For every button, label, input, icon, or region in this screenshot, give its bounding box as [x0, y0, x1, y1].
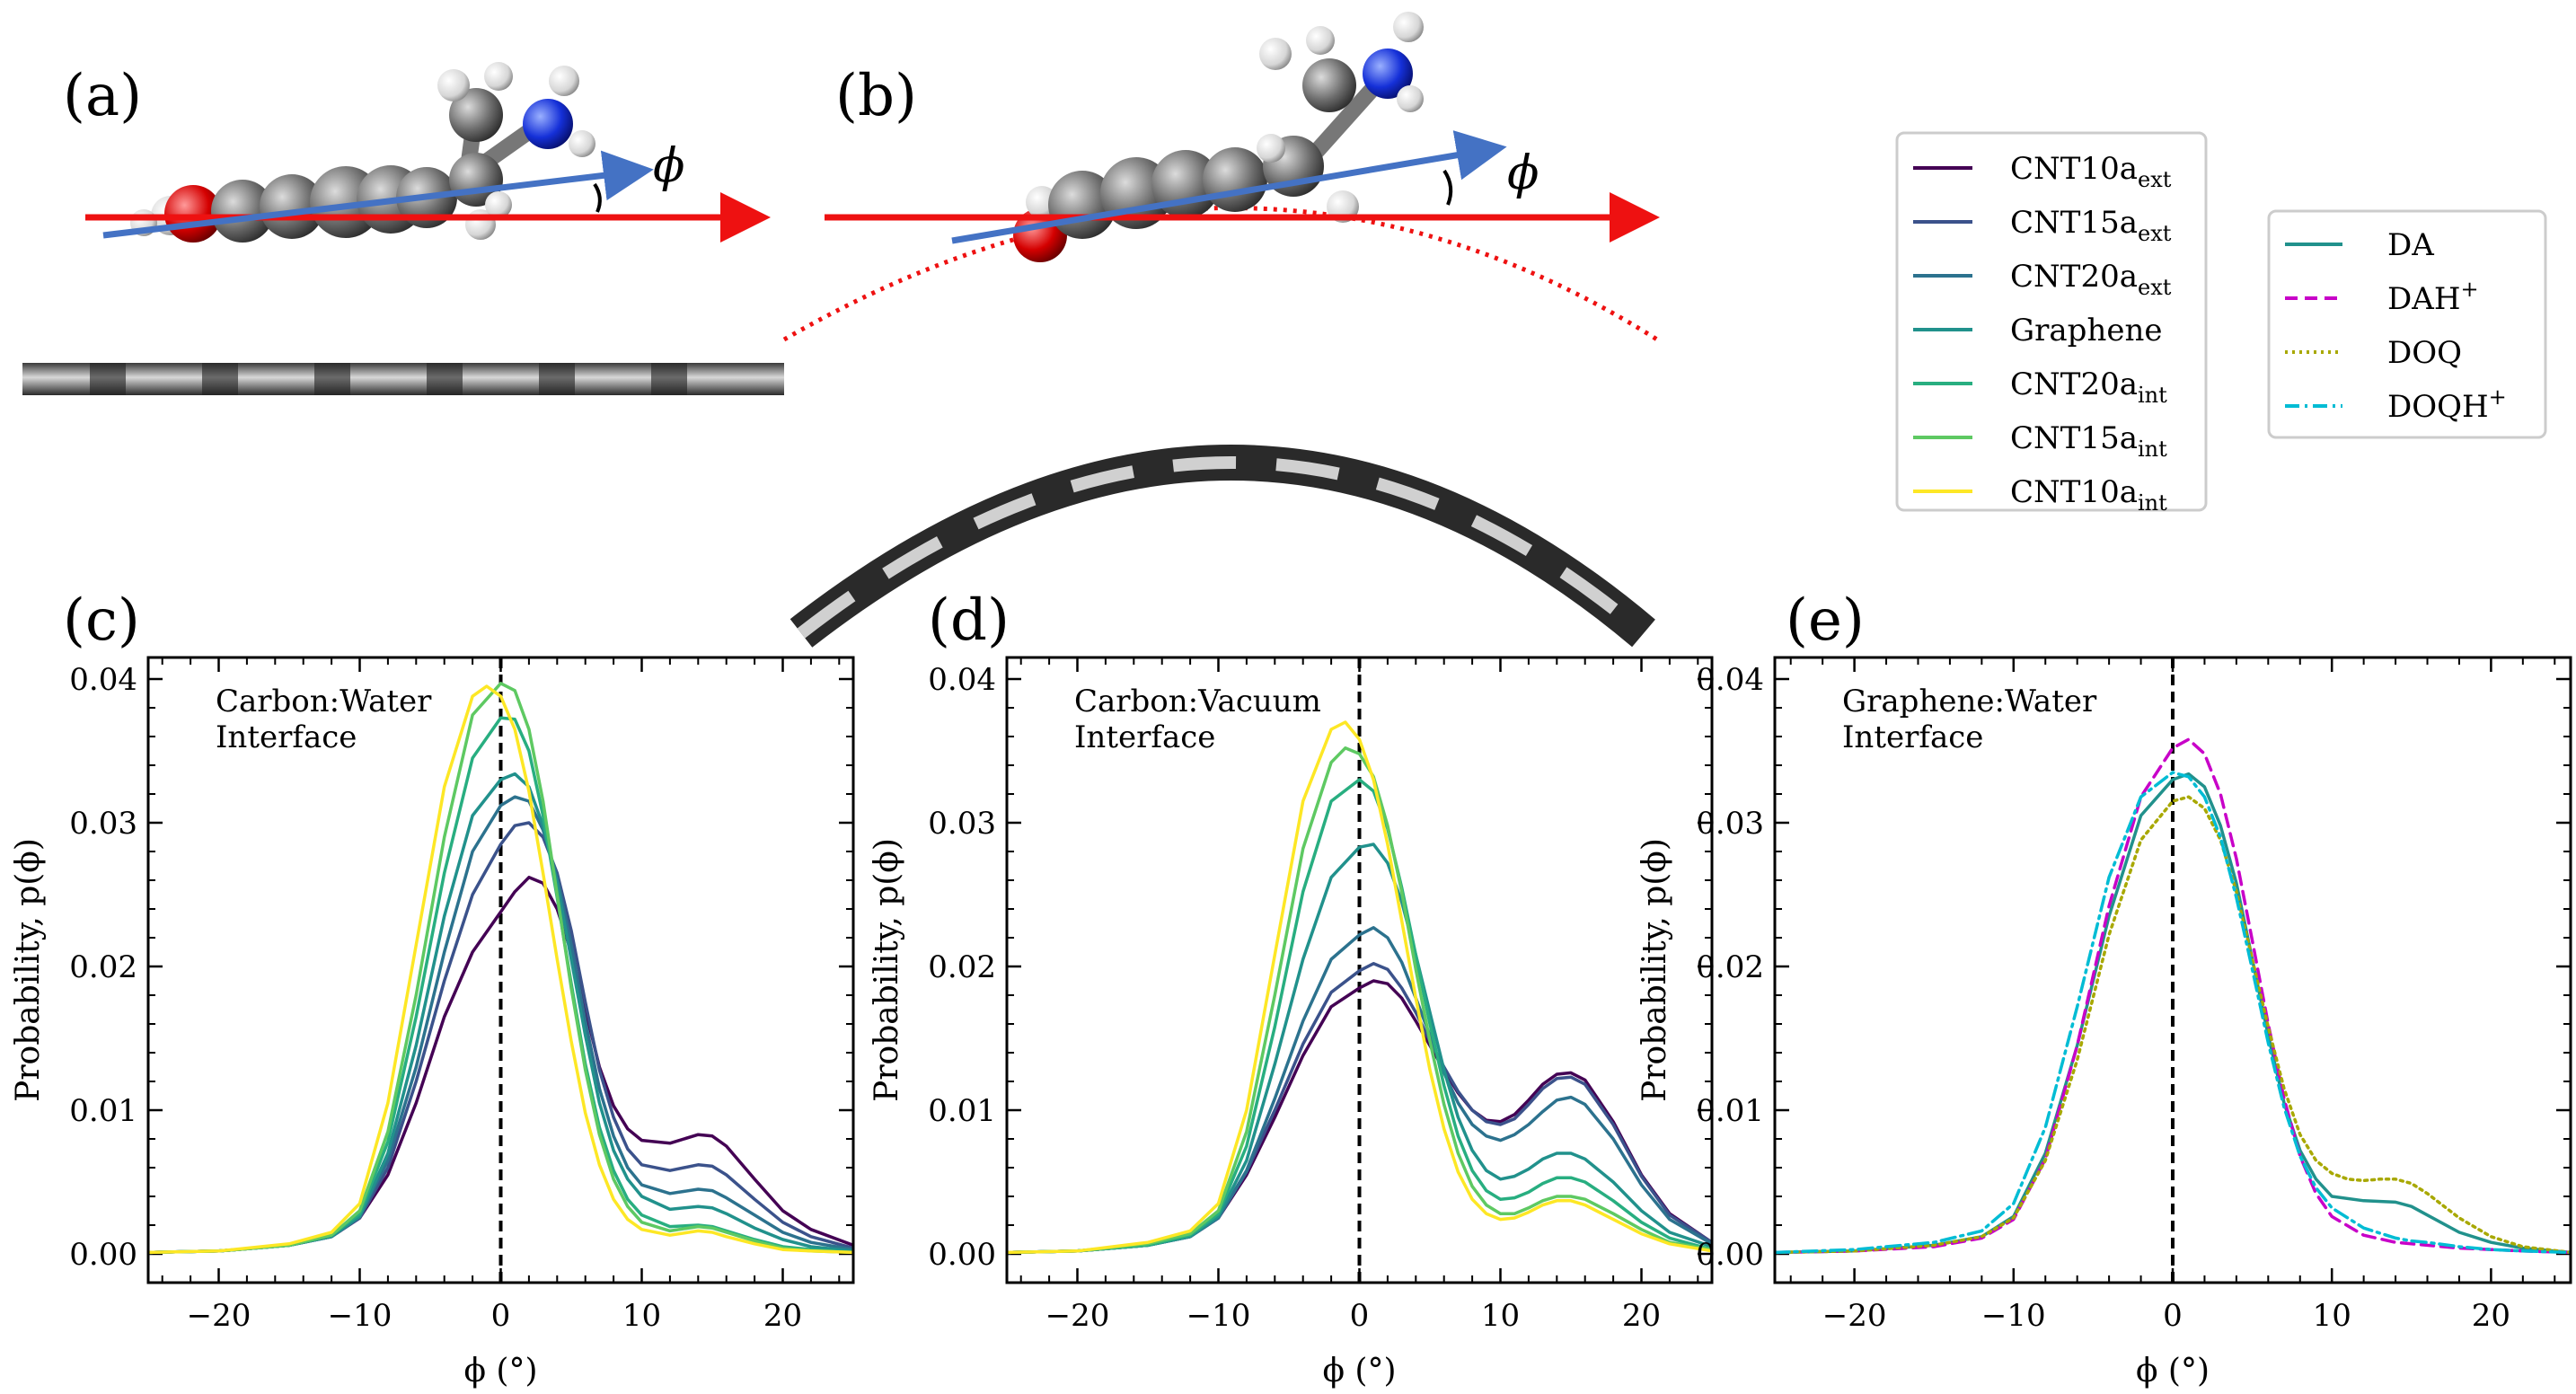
x-axis-label: ϕ (°)	[1322, 1353, 1396, 1390]
legend-carbon-surfaces: CNT10aextCNT15aextCNT20aextGrapheneCNT20…	[1895, 131, 2208, 516]
angle-arc-a	[593, 182, 602, 213]
molecule-axis-arrow-b	[951, 130, 1507, 244]
panel-annotation: Graphene:Water	[1842, 684, 2097, 719]
panel-a-label: (a)	[63, 63, 142, 129]
y-tick-label: 0.00	[928, 1237, 996, 1273]
curvature-circle-dotted	[782, 206, 1659, 342]
y-axis-label: Probability, p(ϕ)	[1636, 838, 1673, 1102]
legend-label: DOQH+	[2387, 384, 2507, 425]
y-tick-label: 0.01	[928, 1093, 996, 1129]
plot-frame	[146, 656, 855, 1284]
series-line-cnt10aint	[1007, 720, 1712, 1255]
x-tick-label: 0	[491, 1298, 511, 1334]
x-tick-label: 10	[622, 1298, 661, 1334]
x-tick-label: −10	[1981, 1298, 2046, 1334]
y-tick-label: 0.03	[69, 806, 137, 842]
series-line-cnt10aint	[148, 684, 853, 1255]
series-line-graphene	[1007, 843, 1712, 1255]
legend-subscript: int	[2138, 383, 2167, 408]
x-tick-label: 20	[2472, 1298, 2510, 1334]
legend-superscript: +	[2460, 277, 2478, 302]
x-axis-label: ϕ (°)	[2136, 1353, 2210, 1390]
panel-annotation: Carbon:Vacuum	[1074, 684, 1321, 719]
panel-annotation: Interface	[1074, 719, 1215, 755]
legend-subscript: int	[2138, 437, 2167, 462]
dopamine-molecule-b	[1013, 12, 1424, 262]
x-tick-label: −20	[187, 1298, 251, 1334]
panel-annotation: Carbon:Water	[216, 684, 432, 719]
y-tick-label: 0.02	[1696, 949, 1764, 985]
series-line-doq	[1775, 795, 2571, 1255]
x-tick-label: 10	[2313, 1298, 2351, 1334]
chart-panel-d: (d) −20 −10 0 10 20 0.00 0.01 0.02 0.03 0.04 Carbon…	[869, 587, 1714, 1390]
chart-panel-e: (e) −20 −10 0 10 20 0.00 0.01 0.02 0.03 0.04 Graphe…	[1636, 587, 2572, 1390]
panel-annotation: Interface	[1842, 719, 1983, 755]
x-tick-label: 20	[763, 1298, 802, 1334]
series-line-cnt10aext	[148, 876, 853, 1255]
x-tick-label: 0	[2163, 1298, 2183, 1334]
legend-subscript: int	[2138, 490, 2167, 516]
x-tick-label: 0	[1350, 1298, 1370, 1334]
panel-a-illustration: (a)	[22, 62, 784, 395]
plot-frame	[1773, 656, 2572, 1284]
x-tick-label: −10	[1187, 1298, 1251, 1334]
x-tick-label: −20	[1045, 1298, 1110, 1334]
legend-subscript: ext	[2138, 167, 2172, 192]
x-tick-label: −20	[1822, 1298, 1887, 1334]
y-tick-label: 0.00	[69, 1237, 137, 1273]
plot-frame	[1005, 656, 1714, 1284]
series-group	[1007, 720, 1712, 1255]
panel-b-illustration: (b) ϕ	[782, 12, 1660, 648]
legend-subscript: ext	[2138, 275, 2172, 300]
panel-b-label: (b)	[835, 63, 917, 129]
series-line-doqh	[1775, 771, 2571, 1255]
x-tick-label: −10	[328, 1298, 393, 1334]
series-group	[148, 682, 853, 1255]
series-group	[1775, 737, 2571, 1255]
phi-label-b: ϕ	[1507, 146, 1539, 200]
nanotube-arc	[790, 445, 1655, 648]
y-tick-label: 0.01	[69, 1093, 137, 1129]
series-line-cnt20aint	[1007, 778, 1712, 1255]
legend-label: DOQ	[2387, 335, 2462, 371]
y-tick-label: 0.04	[69, 662, 137, 698]
panel-annotation: Interface	[216, 719, 357, 755]
legend-label: DA	[2387, 227, 2434, 263]
angle-arc-b	[1442, 169, 1453, 206]
legend-species-frame	[2267, 209, 2547, 439]
series-line-dah	[1775, 737, 2571, 1255]
series-line-graphene	[148, 772, 853, 1255]
y-tick-label: 0.03	[1696, 806, 1764, 842]
legend-subscript: ext	[2138, 221, 2172, 246]
y-tick-label: 0.02	[928, 949, 996, 985]
y-tick-label: 0.04	[1696, 662, 1764, 698]
x-axis-label: ϕ (°)	[463, 1353, 537, 1390]
y-tick-label: 0.03	[928, 806, 996, 842]
x-tick-label: 10	[1481, 1298, 1520, 1334]
chart-panel-c: (c) −20 −10 0 10 20 0.00 0.01 0.02 0.03 0.04 Carbon…	[10, 587, 855, 1390]
legend-label: Graphene	[2010, 313, 2163, 348]
graphene-sheet	[22, 363, 784, 395]
molecule-axis-arrow-a	[102, 150, 654, 239]
legend-superscript: +	[2489, 384, 2507, 410]
series-line-cnt15aext	[148, 821, 853, 1255]
y-axis-label: Probability, p(ϕ)	[869, 838, 905, 1102]
series-line-cnt15aint	[148, 682, 853, 1255]
y-tick-label: 0.04	[928, 662, 996, 698]
series-line-cnt15aint	[1007, 746, 1712, 1255]
legend-carbon-frame	[1895, 131, 2208, 512]
y-tick-label: 0.02	[69, 949, 137, 985]
phi-label-a: ϕ	[653, 139, 684, 193]
x-tick-label: 20	[1622, 1298, 1661, 1334]
panel-label: (e)	[1786, 587, 1865, 654]
y-tick-label: 0.00	[1696, 1237, 1764, 1273]
y-tick-label: 0.01	[1696, 1093, 1764, 1129]
panel-label: (c)	[63, 587, 140, 654]
panel-label: (d)	[928, 587, 1010, 654]
y-axis-label: Probability, p(ϕ)	[10, 838, 47, 1102]
